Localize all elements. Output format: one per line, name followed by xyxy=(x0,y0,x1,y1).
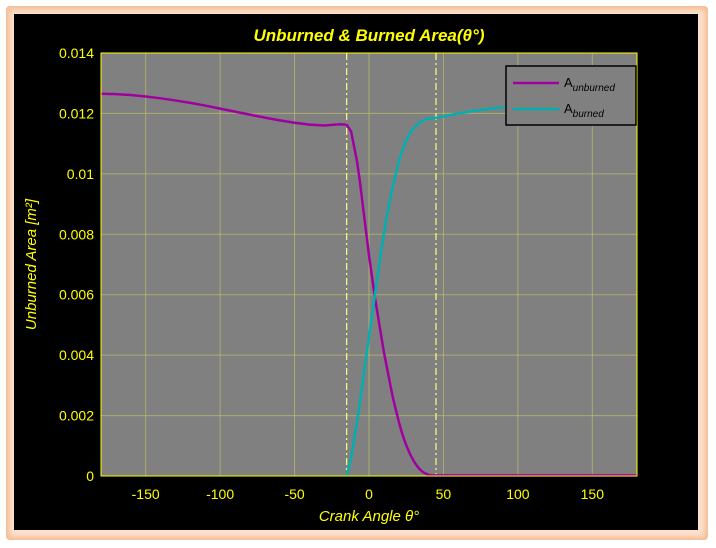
y-tick-label: 0 xyxy=(86,468,94,484)
x-tick-label: 150 xyxy=(581,486,605,502)
y-tick-label: 0.008 xyxy=(59,226,94,242)
x-tick-labels: -150 -100 -50 0 50 100 150 xyxy=(132,486,605,502)
x-axis-label: Crank Angle θ° xyxy=(319,508,419,525)
y-axis-label: Unburned Area [m²] xyxy=(23,198,40,330)
y-tick-label: 0.002 xyxy=(59,408,94,424)
y-tick-label: 0.006 xyxy=(59,287,94,303)
y-tick-label: 0.014 xyxy=(59,45,94,61)
series-line-unburned xyxy=(100,92,637,477)
x-tick-label: -150 xyxy=(132,486,160,502)
x-tick-label: 50 xyxy=(436,486,452,502)
line-chart: -150 -100 -50 0 50 100 150 0 0.002 0.004 0.006 0.0… xyxy=(23,26,638,525)
axes-box xyxy=(100,52,638,477)
x-tick-label: 0 xyxy=(365,486,373,502)
figure-window: -150 -100 -50 0 50 100 150 0 0.002 0.004 0.006 0.0… xyxy=(14,14,698,530)
x-tick-label: -100 xyxy=(206,486,234,502)
x-tick-label: -50 xyxy=(284,486,304,502)
y-tick-label: 0.01 xyxy=(67,166,94,182)
y-tick-labels: 0 0.002 0.004 0.006 0.008 0.01 0.012 0.014 xyxy=(59,45,94,484)
legend-label-unburned: Aunburned xyxy=(564,75,615,94)
legend-label-burned: Aburned xyxy=(564,101,604,120)
y-tick-label: 0.004 xyxy=(59,347,94,363)
x-tick-label: 100 xyxy=(506,486,530,502)
chart-title: Unburned & Burned Area(θ°) xyxy=(254,26,485,45)
y-tick-label: 0.012 xyxy=(59,105,94,121)
legend-box xyxy=(505,65,637,126)
legend: Aunburned Aburned xyxy=(505,65,637,126)
